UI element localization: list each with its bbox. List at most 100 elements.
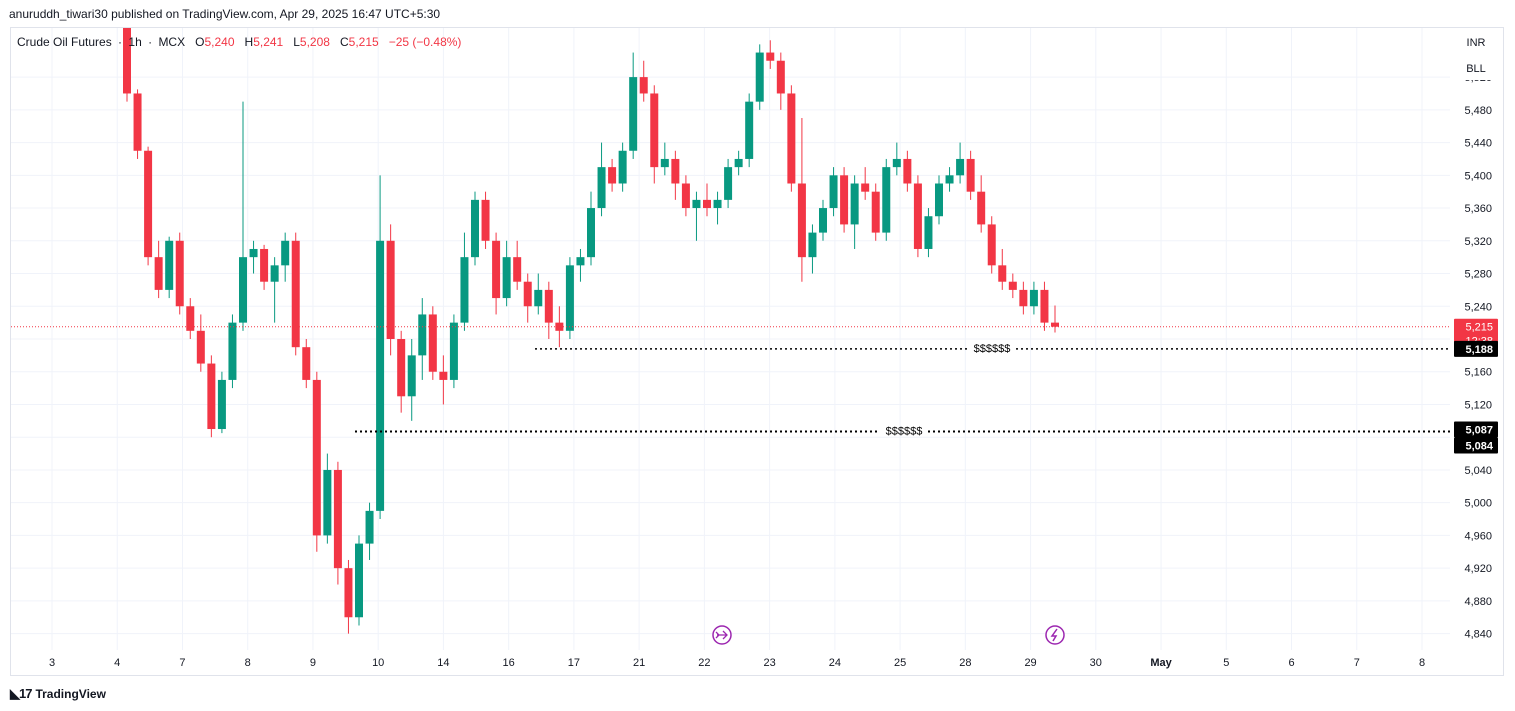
y-tick-label: 4,840 [1464, 629, 1492, 641]
level-1-tag: 5,188 [1454, 340, 1498, 357]
candle-body [882, 167, 891, 233]
grid [11, 28, 1450, 650]
candle [397, 330, 406, 413]
candles [123, 28, 1059, 634]
candle-body [534, 289, 543, 307]
candle-body [671, 158, 680, 184]
level-label: $$$$$$ [974, 343, 1011, 355]
y-tick-label: 5,320 [1464, 236, 1492, 248]
candle-body [956, 158, 965, 176]
unit-button[interactable]: BLL [1456, 58, 1496, 80]
candle [544, 281, 553, 339]
tradingview-logo[interactable]: ◣17 TradingView [10, 686, 106, 702]
candle-body [966, 158, 975, 192]
interval-label[interactable]: 1h [128, 35, 142, 49]
candle [734, 150, 743, 176]
level-2-tag-bg [1454, 421, 1498, 438]
candle [365, 502, 374, 560]
close-label: C [339, 35, 349, 49]
candle [355, 535, 363, 626]
candle [703, 183, 711, 217]
candle [797, 118, 806, 282]
candle-body [492, 240, 501, 299]
candle [977, 175, 986, 233]
currency-button[interactable]: INR [1456, 32, 1496, 54]
candle-body [776, 60, 785, 94]
candle [565, 257, 574, 339]
candle [217, 371, 226, 434]
candle-body [1019, 289, 1028, 307]
candle [239, 101, 247, 331]
candle [597, 142, 606, 217]
candle-body [397, 339, 406, 397]
close-value: 5,215 [348, 35, 379, 49]
candle [871, 183, 880, 241]
candle-body [819, 208, 827, 233]
y-tick-label: 5,400 [1464, 170, 1492, 182]
x-tick-label: 30 [1090, 657, 1102, 669]
candle-body [407, 355, 416, 397]
candle [639, 60, 648, 102]
exchange-label: MCX [158, 35, 186, 49]
y-tick-label: 4,960 [1464, 530, 1492, 542]
candle-body [165, 240, 174, 290]
candle [471, 191, 479, 266]
candle-body [502, 257, 511, 299]
candle-body [460, 257, 469, 323]
candle-body [123, 28, 131, 94]
y-tick-label: 5,000 [1464, 498, 1492, 510]
candle [892, 142, 901, 176]
x-tick-label: 28 [959, 657, 971, 669]
candle [460, 232, 469, 331]
candle-body [217, 379, 226, 430]
symbol-name[interactable]: Crude Oil Futures [17, 35, 112, 49]
candle-body [302, 347, 311, 380]
candle-body [734, 158, 743, 168]
y-tick-label: 5,280 [1464, 269, 1492, 281]
candle [840, 167, 849, 233]
publish-attribution: anuruddh_tiwari30 published on TradingVi… [9, 7, 441, 21]
candle-body [260, 248, 269, 282]
candle [924, 208, 933, 258]
candle [428, 306, 437, 380]
y-tick-label: 5,240 [1464, 301, 1492, 313]
candle [260, 244, 269, 290]
candle-body [977, 191, 986, 225]
candle [850, 175, 859, 249]
candle [913, 175, 922, 258]
candle [207, 355, 216, 438]
x-tick-label: 29 [1024, 657, 1036, 669]
candle-body [755, 52, 764, 102]
candle [987, 216, 996, 274]
level-3-tag-bg [1454, 437, 1498, 454]
x-tick-label: 14 [437, 657, 449, 669]
y-tick-label: 5,160 [1464, 367, 1492, 379]
dividend-event-icon[interactable] [712, 625, 732, 645]
level-3-tag: 5,084 [1454, 437, 1498, 454]
x-tick-label: 6 [1288, 657, 1294, 669]
candle-body [745, 101, 754, 159]
candle-body [186, 306, 195, 331]
candle [650, 85, 659, 184]
candle [903, 150, 912, 192]
candle-body [344, 568, 353, 618]
candle [154, 240, 163, 299]
level-2-tag-text: 5,087 [1465, 424, 1493, 436]
candle [1040, 281, 1049, 331]
candle-body [703, 199, 711, 209]
candle [608, 158, 617, 192]
candle-body [650, 93, 659, 168]
candle-body [861, 183, 870, 192]
earnings-event-icon[interactable] [1045, 625, 1065, 645]
candle [755, 44, 764, 110]
candle [523, 273, 532, 323]
low-value: 5,208 [299, 35, 330, 49]
level-1-tag-bg [1454, 340, 1498, 357]
candle [945, 167, 954, 192]
candle-body [871, 191, 880, 233]
candle [281, 232, 290, 282]
candle-body [544, 289, 553, 323]
x-tick-label: 17 [568, 657, 580, 669]
